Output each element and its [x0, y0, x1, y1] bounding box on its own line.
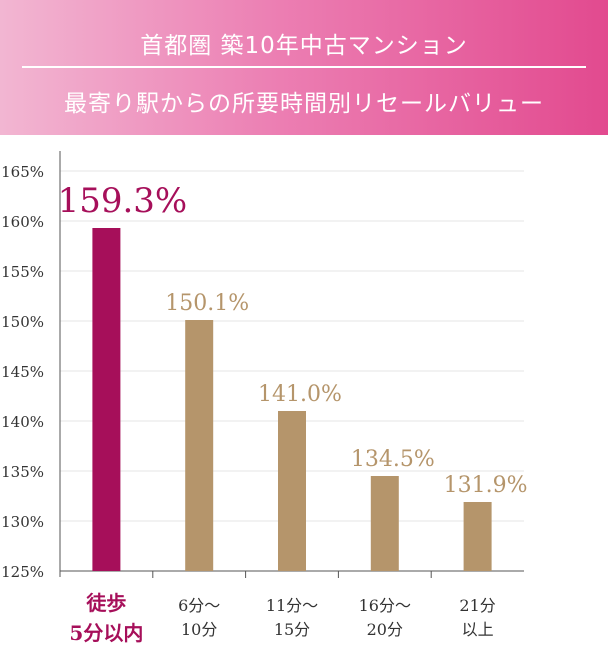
chart-title-line1: 首都圏 築10年中古マンション: [140, 33, 468, 59]
bar: [185, 320, 214, 571]
y-tick-label: 155%: [1, 263, 44, 281]
x-tick-label: 徒歩 5分以内: [69, 591, 144, 645]
bar: [370, 476, 399, 571]
y-tick-label: 140%: [1, 413, 44, 431]
y-tick-label: 135%: [1, 463, 44, 481]
x-tick-label: 21分 以上: [459, 596, 496, 639]
x-tick-label: 11分～ 15分: [265, 596, 319, 639]
y-tick-label: 160%: [1, 213, 44, 231]
chart-title-line2: 最寄り駅からの所要時間別リセールバリュー: [64, 91, 544, 117]
x-tick-label: 16分～ 20分: [358, 596, 411, 639]
data-label: 141.0%: [258, 382, 342, 407]
data-label: 150.1%: [165, 291, 249, 316]
y-tick-label: 150%: [1, 313, 44, 331]
y-tick-label: 165%: [1, 163, 44, 181]
x-tick-label: 6分～ 10分: [178, 596, 221, 639]
data-label: 134.5%: [351, 447, 435, 472]
bar: [463, 502, 492, 571]
bar: [92, 228, 121, 571]
bar-chart: 125% 130% 135% 140% 145% 150% 155% 160% 165% 159.…: [1, 151, 528, 581]
y-tick-label: 125%: [1, 563, 44, 581]
title-divider: [22, 66, 586, 68]
chart-header: 首都圏 築10年中古マンション 最寄り駅からの所要時間別リセールバリュー: [0, 0, 608, 135]
data-label: 159.3%: [58, 181, 188, 221]
y-tick-label: 145%: [1, 363, 44, 381]
data-label: 131.9%: [444, 473, 528, 498]
bar: [278, 411, 306, 571]
y-tick-label: 130%: [1, 513, 44, 531]
